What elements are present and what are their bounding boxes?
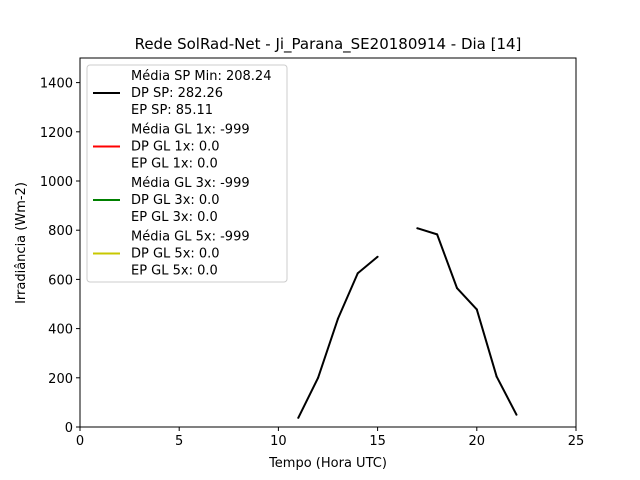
legend-entry-0-line-2: EP SP: 85.11 [131,103,213,118]
series-0-line-segment-1 [416,227,518,416]
legend-entry-3-line-1: DP GL 5x: 0.0 [131,247,220,262]
legend-entry-2-line-1: DP GL 3x: 0.0 [131,193,220,208]
y-tick-label: 0 [65,421,73,436]
x-tick-label: 5 [175,434,183,449]
x-axis-ticks: 0 5 10 15 20 25 [76,427,584,449]
series-0-point [436,233,439,236]
x-tick-label: 25 [568,434,585,449]
x-tick-label: 20 [469,434,486,449]
series-0-point [495,375,498,378]
y-tick-label: 1400 [40,77,73,92]
y-axis-ticks: 0 200 400 600 800 1000 1200 1400 [40,77,80,436]
chart-title: Rede SolRad-Net - Ji_Parana_SE20180914 -… [135,35,522,54]
legend-entry-0-line-0: Média SP Min: 208.24 [131,69,271,84]
plot-frame [79,57,577,428]
series-0-point [475,308,478,311]
legend-box [86,64,288,283]
series-0-point [455,287,458,290]
legend-entry-3-line-0: Média GL 5x: -999 [131,230,250,245]
series-0-point [336,317,339,320]
x-tick-label: 0 [76,434,84,449]
y-tick-label: 800 [48,224,73,239]
series-0-point [515,413,518,416]
series-0-point [376,255,379,258]
y-tick-label: 1000 [40,175,73,190]
legend: Média SP Min: 208.24 DP SP: 282.26 EP SP: … [86,64,288,283]
series-0-point [416,227,419,230]
y-tick-label: 1200 [40,126,73,141]
legend-entry-1-line-0: Média GL 1x: -999 [131,123,250,138]
y-tick-label: 400 [48,323,73,338]
legend-entry-1-line-2: EP GL 1x: 0.0 [131,157,218,172]
series-0-point [297,416,300,419]
series-0-point [356,272,359,275]
y-tick-label: 600 [48,273,73,288]
legend-entry-1-line-1: DP GL 1x: 0.0 [131,140,220,155]
x-tick-label: 10 [270,434,287,449]
x-axis-label: Tempo (Hora UTC) [268,456,387,471]
legend-entry-0-line-1: DP SP: 282.26 [131,86,223,101]
legend-entry-3-line-2: EP GL 5x: 0.0 [131,264,218,279]
series-lines [297,227,518,419]
x-tick-label: 15 [369,434,386,449]
y-axis-label: Irradiância (Wm-2) [14,182,29,304]
legend-entry-2-line-0: Média GL 3x: -999 [131,176,250,191]
series-0-point [317,376,320,379]
legend-entry-2-line-2: EP GL 3x: 0.0 [131,210,218,225]
y-tick-label: 200 [48,372,73,387]
